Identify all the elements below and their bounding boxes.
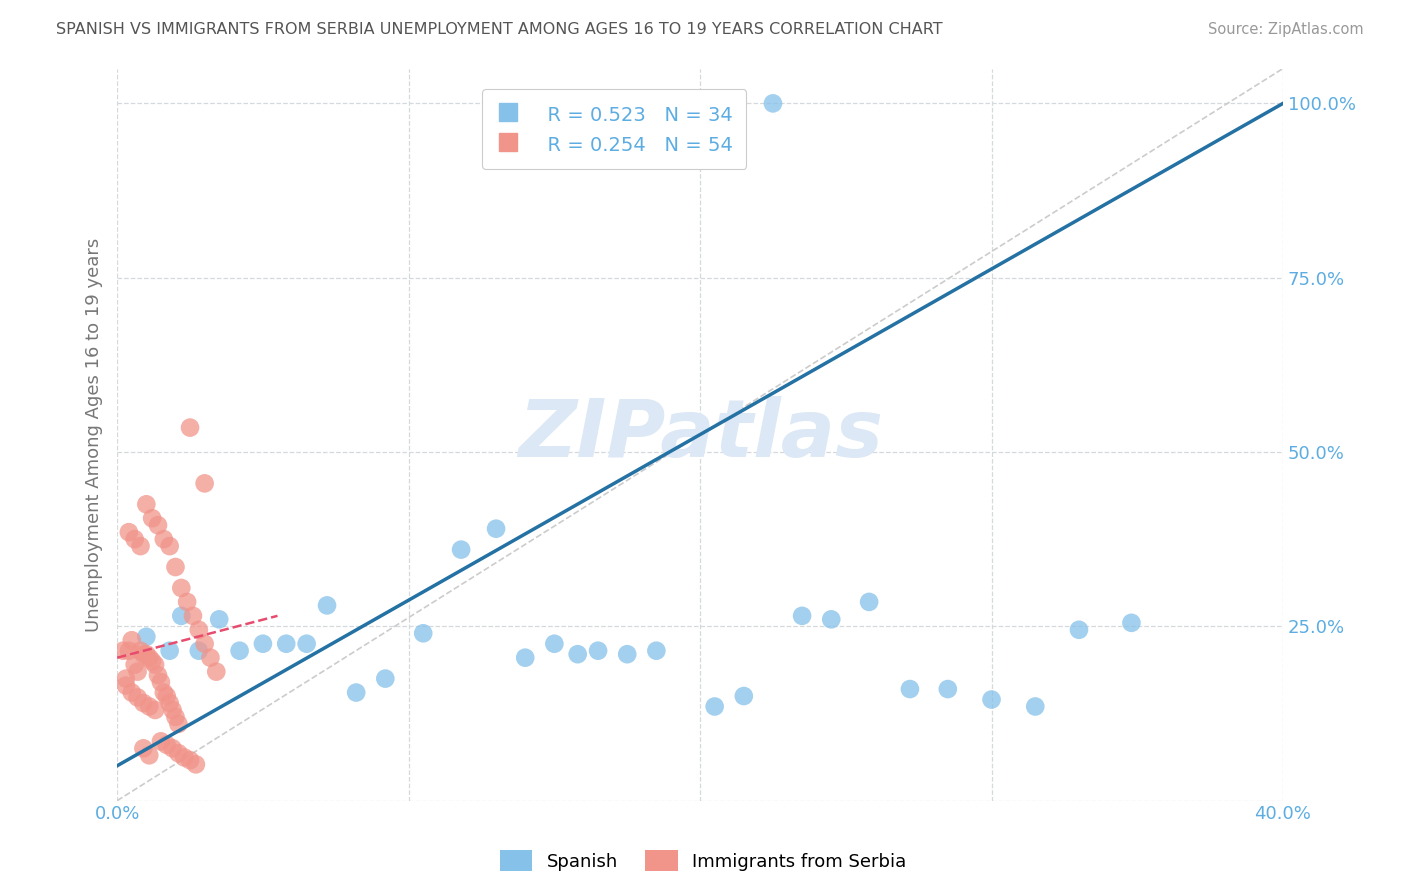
- Point: [703, 699, 725, 714]
- Point: [194, 637, 217, 651]
- Point: [515, 650, 537, 665]
- Point: [176, 595, 198, 609]
- Point: [153, 532, 176, 546]
- Point: [149, 675, 172, 690]
- Point: [173, 750, 195, 764]
- Point: [450, 542, 472, 557]
- Point: [187, 623, 209, 637]
- Point: [170, 581, 193, 595]
- Point: [149, 734, 172, 748]
- Point: [121, 685, 143, 699]
- Point: [645, 643, 668, 657]
- Point: [124, 657, 146, 672]
- Point: [194, 476, 217, 491]
- Point: [129, 539, 152, 553]
- Point: [121, 633, 143, 648]
- Point: [858, 595, 880, 609]
- Point: [159, 696, 181, 710]
- Point: [162, 703, 184, 717]
- Point: [138, 650, 160, 665]
- Point: [153, 685, 176, 699]
- Point: [1024, 699, 1046, 714]
- Point: [412, 626, 434, 640]
- Text: Source: ZipAtlas.com: Source: ZipAtlas.com: [1208, 22, 1364, 37]
- Point: [820, 612, 842, 626]
- Point: [733, 689, 755, 703]
- Text: ZIPatlas: ZIPatlas: [517, 395, 883, 474]
- Point: [668, 96, 690, 111]
- Point: [616, 647, 638, 661]
- Point: [156, 738, 179, 752]
- Point: [127, 665, 149, 679]
- Point: [138, 699, 160, 714]
- Point: [132, 696, 155, 710]
- Point: [115, 672, 138, 686]
- Point: [132, 647, 155, 661]
- Point: [276, 637, 298, 651]
- Y-axis label: Unemployment Among Ages 16 to 19 years: Unemployment Among Ages 16 to 19 years: [86, 237, 103, 632]
- Point: [485, 522, 508, 536]
- Point: [179, 420, 201, 434]
- Point: [205, 665, 228, 679]
- Point: [167, 746, 190, 760]
- Point: [762, 96, 785, 111]
- Point: [208, 612, 231, 626]
- Point: [141, 511, 163, 525]
- Point: [135, 497, 157, 511]
- Point: [129, 643, 152, 657]
- Point: [181, 608, 204, 623]
- Point: [143, 703, 166, 717]
- Point: [127, 690, 149, 705]
- Point: [980, 692, 1002, 706]
- Point: [167, 717, 190, 731]
- Point: [567, 647, 589, 661]
- Point: [124, 532, 146, 546]
- Point: [143, 657, 166, 672]
- Point: [936, 681, 959, 696]
- Point: [118, 525, 141, 540]
- Point: [344, 685, 367, 699]
- Point: [179, 753, 201, 767]
- Point: [132, 741, 155, 756]
- Text: SPANISH VS IMMIGRANTS FROM SERBIA UNEMPLOYMENT AMONG AGES 16 TO 19 YEARS CORRELA: SPANISH VS IMMIGRANTS FROM SERBIA UNEMPL…: [56, 22, 943, 37]
- Point: [316, 599, 339, 613]
- Point: [374, 672, 396, 686]
- Point: [156, 689, 179, 703]
- Point: [162, 741, 184, 756]
- Point: [165, 710, 187, 724]
- Point: [184, 757, 207, 772]
- Point: [170, 608, 193, 623]
- Legend:   R = 0.523   N = 34,   R = 0.254   N = 54: R = 0.523 N = 34, R = 0.254 N = 54: [482, 89, 747, 169]
- Point: [200, 650, 222, 665]
- Point: [159, 643, 181, 657]
- Point: [187, 643, 209, 657]
- Point: [138, 748, 160, 763]
- Point: [295, 637, 318, 651]
- Point: [898, 681, 921, 696]
- Point: [790, 608, 813, 623]
- Point: [146, 518, 169, 533]
- Point: [146, 668, 169, 682]
- Point: [135, 630, 157, 644]
- Point: [228, 643, 250, 657]
- Point: [1121, 615, 1143, 630]
- Point: [543, 637, 565, 651]
- Point: [159, 539, 181, 553]
- Point: [141, 654, 163, 668]
- Point: [165, 560, 187, 574]
- Point: [111, 643, 134, 657]
- Point: [1067, 623, 1090, 637]
- Point: [586, 643, 609, 657]
- Point: [252, 637, 274, 651]
- Point: [118, 643, 141, 657]
- Point: [135, 647, 157, 661]
- Point: [115, 679, 138, 693]
- Legend: Spanish, Immigrants from Serbia: Spanish, Immigrants from Serbia: [492, 843, 914, 879]
